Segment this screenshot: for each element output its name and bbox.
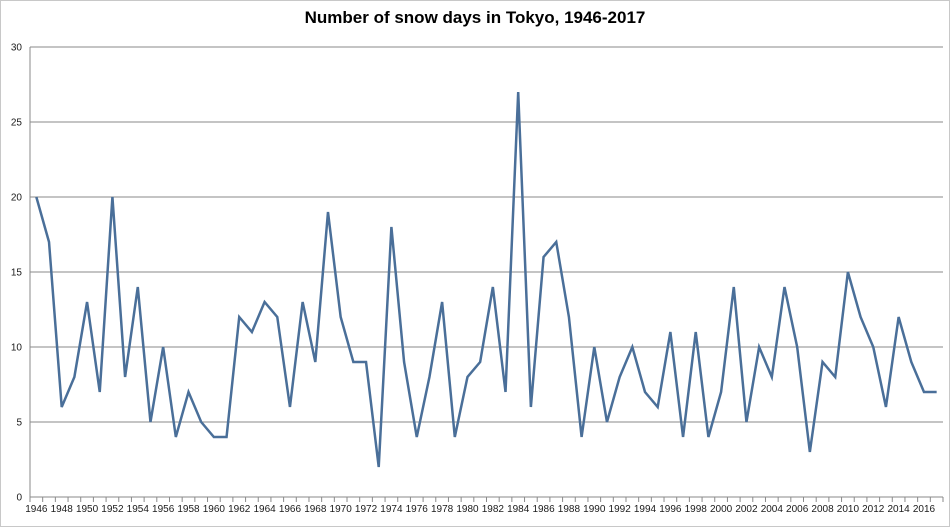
x-tick-label-1966: 1966	[279, 504, 302, 515]
x-tick-label-1980: 1980	[456, 504, 479, 515]
grid-lines	[30, 46, 943, 423]
x-axis-tick-labels: 1946 1948 1950 1952 1954 1956 1958 1960 1962 1964…	[25, 504, 935, 515]
y-axis-tick-labels: 0 5 10 15 20 25 30	[11, 43, 23, 504]
x-tick-label-1984: 1984	[507, 504, 530, 515]
x-tick-label-1998: 1998	[685, 504, 708, 515]
x-tick-label-2006: 2006	[786, 504, 809, 515]
x-tick-label-1976: 1976	[406, 504, 429, 515]
x-tick-label-1962: 1962	[228, 504, 251, 515]
x-tick-label-1952: 1952	[101, 504, 124, 515]
x-tick-label-1970: 1970	[330, 504, 353, 515]
x-tick-label-1990: 1990	[583, 504, 606, 515]
x-tick-label-1974: 1974	[380, 504, 403, 515]
x-tick-label-1972: 1972	[355, 504, 378, 515]
x-tick-label-1954: 1954	[127, 504, 150, 515]
x-tick-label-1956: 1956	[152, 504, 175, 515]
x-tick-label-2002: 2002	[735, 504, 758, 515]
x-tick-label-1950: 1950	[76, 504, 99, 515]
x-tick-label-2014: 2014	[887, 504, 910, 515]
x-tick-label-1978: 1978	[431, 504, 454, 515]
x-tick-label-1992: 1992	[609, 504, 632, 515]
x-tick-label-2004: 2004	[761, 504, 784, 515]
series-line-0	[35, 91, 937, 468]
y-tick-label-15: 15	[11, 268, 23, 279]
x-tick-label-1960: 1960	[203, 504, 226, 515]
x-tick-label-2010: 2010	[837, 504, 860, 515]
axes	[29, 47, 944, 502]
x-tick-label-2008: 2008	[811, 504, 834, 515]
x-tick-label-1988: 1988	[558, 504, 581, 515]
x-tick-label-1968: 1968	[304, 504, 327, 515]
y-tick-label-25: 25	[11, 118, 23, 129]
x-tick-label-1964: 1964	[253, 504, 276, 515]
y-tick-label-20: 20	[11, 193, 23, 204]
x-tick-label-1996: 1996	[659, 504, 682, 515]
y-tick-label-30: 30	[11, 43, 23, 54]
x-tick-label-1986: 1986	[532, 504, 555, 515]
x-tick-label-1946: 1946	[25, 504, 48, 515]
x-tick-label-1982: 1982	[482, 504, 505, 515]
y-tick-label-5: 5	[16, 418, 22, 429]
x-tick-label-1948: 1948	[51, 504, 74, 515]
x-tick-label-2016: 2016	[913, 504, 936, 515]
x-tick-label-2000: 2000	[710, 504, 733, 515]
series-lines	[35, 91, 937, 468]
y-tick-label-0: 0	[16, 493, 22, 504]
x-tick-label-1994: 1994	[634, 504, 657, 515]
y-tick-label-10: 10	[11, 343, 23, 354]
x-tick-label-1958: 1958	[177, 504, 200, 515]
x-tick-label-2012: 2012	[862, 504, 885, 515]
chart-title: Number of snow days in Tokyo, 1946-2017	[304, 8, 646, 27]
